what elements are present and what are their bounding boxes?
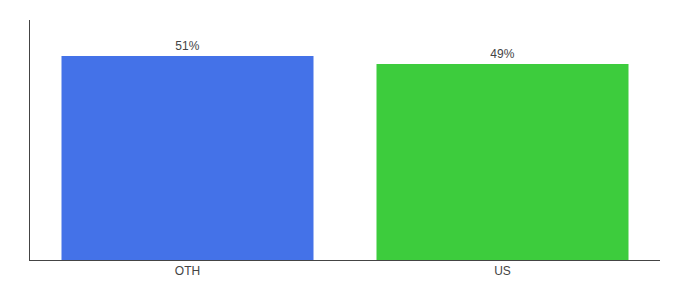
svg-text:51%: 51% xyxy=(175,39,199,53)
svg-text:US: US xyxy=(494,264,511,278)
svg-text:OTH: OTH xyxy=(175,264,200,278)
svg-text:49%: 49% xyxy=(490,47,514,61)
